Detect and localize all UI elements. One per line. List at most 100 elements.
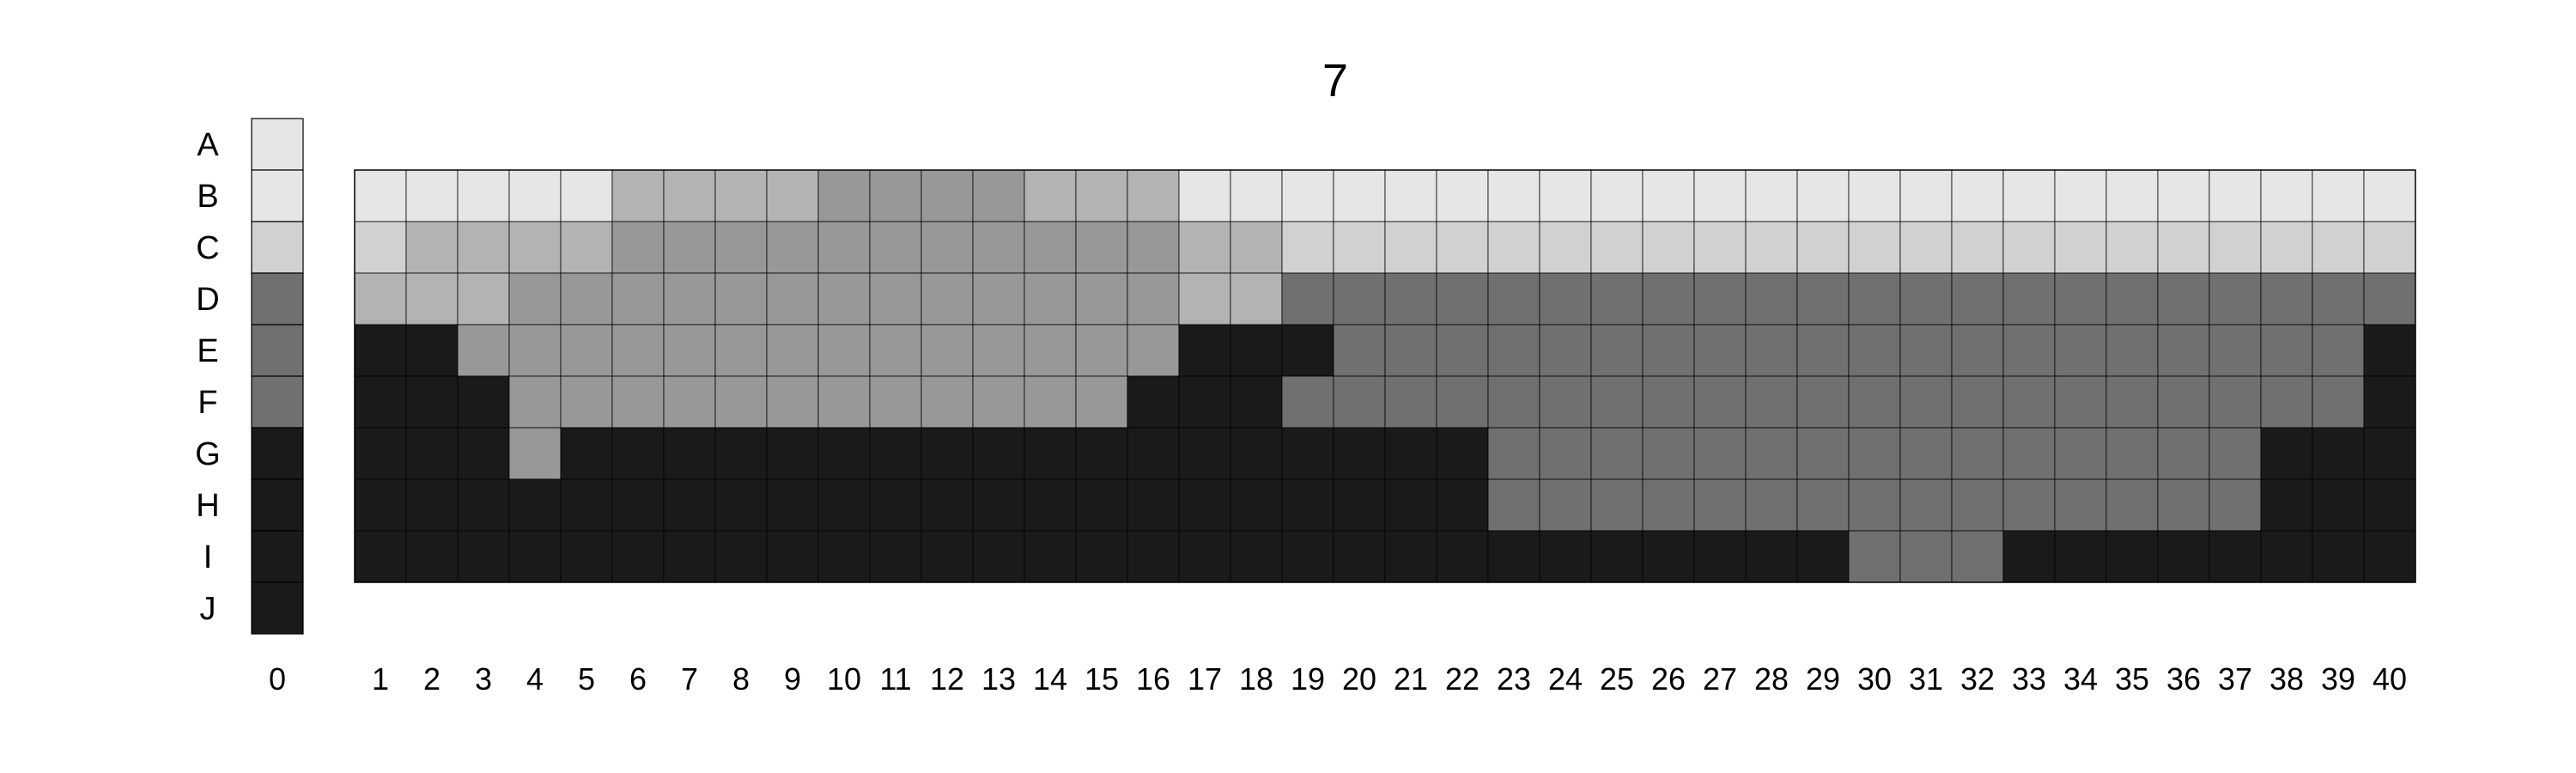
cell-H-16: [1127, 478, 1180, 532]
reference-cell-F: [251, 375, 304, 429]
cell-G-8: [714, 427, 768, 480]
cell-I-22: [1436, 530, 1489, 583]
column-label-25: 25: [1600, 661, 1634, 697]
cell-I-24: [1539, 530, 1592, 583]
cell-D-19: [1281, 272, 1334, 326]
cell-E-6: [611, 324, 665, 377]
cell-C-32: [1951, 221, 2004, 274]
cell-B-25: [1590, 169, 1643, 222]
row-label-B: B: [197, 179, 218, 215]
cell-B-27: [1693, 169, 1747, 222]
reference-cell-A: [251, 118, 304, 171]
cell-E-5: [560, 324, 613, 377]
cell-I-17: [1178, 530, 1231, 583]
cell-F-7: [663, 375, 716, 429]
cell-H-18: [1230, 478, 1283, 532]
cell-D-11: [869, 272, 922, 326]
cell-H-31: [1899, 478, 1953, 532]
cell-G-15: [1075, 427, 1128, 480]
cell-C-40: [2363, 221, 2416, 274]
column-label-23: 23: [1497, 661, 1531, 697]
cell-E-4: [508, 324, 562, 377]
cell-E-24: [1539, 324, 1592, 377]
cell-H-20: [1333, 478, 1386, 532]
cell-G-9: [766, 427, 819, 480]
cell-D-34: [2054, 272, 2107, 326]
cell-I-39: [2312, 530, 2365, 583]
column-label-26: 26: [1651, 661, 1686, 697]
cell-D-33: [2002, 272, 2056, 326]
cell-D-16: [1127, 272, 1180, 326]
cell-C-2: [405, 221, 459, 274]
cell-F-10: [817, 375, 871, 429]
cell-F-18: [1230, 375, 1283, 429]
cell-C-30: [1848, 221, 1901, 274]
cell-F-19: [1281, 375, 1334, 429]
cell-H-33: [2002, 478, 2056, 532]
column-labels: 0 1 2 3 4 5 6 7 8 9 10 11 12 13 14 15 16 17 18 19 20 21 22 23 24…: [269, 661, 2407, 697]
cell-D-1: [354, 272, 407, 326]
cell-F-16: [1127, 375, 1180, 429]
cell-E-9: [766, 324, 819, 377]
cell-B-16: [1127, 169, 1180, 222]
cell-B-38: [2260, 169, 2313, 222]
cell-F-8: [714, 375, 768, 429]
cell-F-26: [1642, 375, 1695, 429]
cell-G-40: [2363, 427, 2416, 480]
cell-G-16: [1127, 427, 1180, 480]
cell-I-25: [1590, 530, 1643, 583]
cell-F-35: [2105, 375, 2159, 429]
cell-F-29: [1796, 375, 1850, 429]
cell-B-26: [1642, 169, 1695, 222]
cell-E-27: [1693, 324, 1747, 377]
cell-D-4: [508, 272, 562, 326]
column-label-40: 40: [2372, 661, 2407, 697]
cell-B-8: [714, 169, 768, 222]
column-label-10: 10: [827, 661, 861, 697]
cell-G-38: [2260, 427, 2313, 480]
cell-E-35: [2105, 324, 2159, 377]
cell-G-14: [1024, 427, 1077, 480]
cell-G-22: [1436, 427, 1489, 480]
cell-D-3: [457, 272, 510, 326]
cell-H-7: [663, 478, 716, 532]
cell-D-21: [1384, 272, 1437, 326]
cell-B-32: [1951, 169, 2004, 222]
cell-F-36: [2157, 375, 2210, 429]
cell-C-20: [1333, 221, 1386, 274]
cell-D-37: [2208, 272, 2262, 326]
cell-I-5: [560, 530, 613, 583]
column-label-16: 16: [1136, 661, 1170, 697]
column-label-32: 32: [1960, 661, 1995, 697]
cell-F-12: [920, 375, 974, 429]
cell-F-38: [2260, 375, 2313, 429]
cell-C-33: [2002, 221, 2056, 274]
cell-I-33: [2002, 530, 2056, 583]
cell-I-26: [1642, 530, 1695, 583]
column-label-5: 5: [578, 661, 595, 697]
cell-G-7: [663, 427, 716, 480]
cell-I-7: [663, 530, 716, 583]
cell-G-24: [1539, 427, 1592, 480]
column-label-36: 36: [2166, 661, 2201, 697]
column-label-0: 0: [269, 661, 286, 697]
cell-E-16: [1127, 324, 1180, 377]
reference-cell-H: [251, 478, 304, 532]
cell-I-29: [1796, 530, 1850, 583]
cell-B-20: [1333, 169, 1386, 222]
cell-F-22: [1436, 375, 1489, 429]
cell-H-23: [1487, 478, 1540, 532]
column-label-18: 18: [1239, 661, 1273, 697]
cell-F-24: [1539, 375, 1592, 429]
cell-G-25: [1590, 427, 1643, 480]
cell-H-6: [611, 478, 665, 532]
cell-I-13: [972, 530, 1025, 583]
reference-cell-D: [251, 272, 304, 326]
cell-H-25: [1590, 478, 1643, 532]
cell-G-2: [405, 427, 459, 480]
cell-F-5: [560, 375, 613, 429]
cell-H-36: [2157, 478, 2210, 532]
cell-H-2: [405, 478, 459, 532]
cell-F-2: [405, 375, 459, 429]
